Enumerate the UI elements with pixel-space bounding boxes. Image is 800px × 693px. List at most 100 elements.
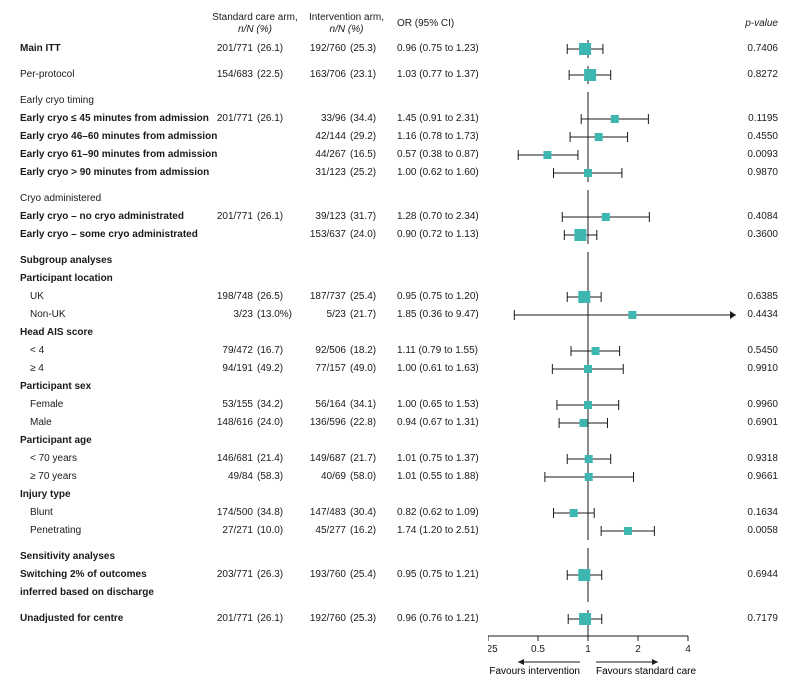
plot-cell	[488, 190, 738, 208]
int-pct: (34.1)	[348, 396, 393, 414]
std-n	[210, 164, 255, 182]
int-n: 33/96	[300, 110, 348, 128]
row-label: Early cryo ≤ 45 minutes from admission	[20, 110, 210, 128]
std-n: 201/771	[210, 40, 255, 58]
int-pct: (34.4)	[348, 110, 393, 128]
int-pct: (21.7)	[348, 306, 393, 324]
plot-cell	[488, 584, 738, 602]
std-pct: (34.2)	[255, 396, 300, 414]
or-ci: 1.11 (0.79 to 1.55)	[393, 342, 488, 360]
int-n: 44/267	[300, 146, 348, 164]
header-intervention: Intervention arm,n/N (%)	[300, 12, 393, 40]
std-pct: (26.1)	[255, 610, 300, 628]
section-label: Cryo administered	[20, 190, 488, 208]
plot-cell	[488, 450, 738, 468]
p-value: 0.0093	[738, 146, 778, 164]
std-n: 154/683	[210, 66, 255, 84]
int-n: 31/123	[300, 164, 348, 182]
row-label: < 70 years	[20, 450, 210, 468]
std-pct: (26.5)	[255, 288, 300, 306]
or-ci: 1.00 (0.62 to 1.60)	[393, 164, 488, 182]
p-value: 0.4550	[738, 128, 778, 146]
row-label: Early cryo 46–60 minutes from admission	[20, 128, 210, 146]
p-value: 0.5450	[738, 342, 778, 360]
int-n: 45/277	[300, 522, 348, 540]
int-n: 56/164	[300, 396, 348, 414]
p-value: 0.6385	[738, 288, 778, 306]
std-n: 201/771	[210, 110, 255, 128]
p-value: 0.9318	[738, 450, 778, 468]
or-ci: 0.96 (0.76 to 1.21)	[393, 610, 488, 628]
svg-text:Favours standard care: Favours standard care	[596, 666, 696, 677]
plot-cell	[488, 522, 738, 540]
std-n	[210, 128, 255, 146]
p-value: 0.7406	[738, 40, 778, 58]
int-n: 193/760	[300, 566, 348, 584]
int-n: 77/157	[300, 360, 348, 378]
or-ci: 0.95 (0.75 to 1.21)	[393, 566, 488, 584]
std-pct: (22.5)	[255, 66, 300, 84]
or-ci: 1.00 (0.65 to 1.53)	[393, 396, 488, 414]
header-or: OR (95% CI)	[393, 18, 488, 34]
std-n: 201/771	[210, 208, 255, 226]
plot-cell	[488, 342, 738, 360]
std-n	[210, 146, 255, 164]
row-label: Blunt	[20, 504, 210, 522]
int-n: 40/69	[300, 468, 348, 486]
plot-cell	[488, 208, 738, 226]
plot-cell	[488, 396, 738, 414]
int-n: 147/483	[300, 504, 348, 522]
plot-cell	[488, 226, 738, 244]
row-label: Early cryo > 90 minutes from admission	[20, 164, 210, 182]
std-pct	[255, 226, 300, 244]
plot-cell	[488, 288, 738, 306]
std-pct: (58.3)	[255, 468, 300, 486]
int-pct: (25.2)	[348, 164, 393, 182]
std-n: 53/155	[210, 396, 255, 414]
axis: 0.250.5124Favours interventionFavours st…	[488, 628, 738, 681]
p-value: 0.4434	[738, 306, 778, 324]
row-label: < 4	[20, 342, 210, 360]
or-ci: 1.28 (0.70 to 2.34)	[393, 208, 488, 226]
int-pct: (18.2)	[348, 342, 393, 360]
std-pct: (16.7)	[255, 342, 300, 360]
std-n: 198/748	[210, 288, 255, 306]
std-pct: (26.1)	[255, 40, 300, 58]
p-value: 0.1634	[738, 504, 778, 522]
or-ci: 1.85 (0.36 to 9.47)	[393, 306, 488, 324]
plot-cell	[488, 40, 738, 58]
or-ci: 0.57 (0.38 to 0.87)	[393, 146, 488, 164]
plot-cell	[488, 468, 738, 486]
svg-text:Favours intervention: Favours intervention	[489, 666, 580, 677]
p-value: 0.8272	[738, 66, 778, 84]
or-ci: 0.94 (0.67 to 1.31)	[393, 414, 488, 432]
std-pct: (26.1)	[255, 110, 300, 128]
plot-cell	[488, 110, 738, 128]
int-n: 39/123	[300, 208, 348, 226]
header-pvalue: p-value	[738, 18, 778, 34]
svg-text:1: 1	[585, 644, 591, 655]
plot-cell	[488, 252, 738, 270]
row-label: Penetrating	[20, 522, 210, 540]
int-n: 92/506	[300, 342, 348, 360]
int-pct: (25.3)	[348, 610, 393, 628]
or-ci: 1.16 (0.78 to 1.73)	[393, 128, 488, 146]
std-n: 94/191	[210, 360, 255, 378]
std-n: 27/271	[210, 522, 255, 540]
int-n: 149/687	[300, 450, 348, 468]
std-n: 79/472	[210, 342, 255, 360]
int-pct: (25.4)	[348, 566, 393, 584]
p-value: 0.1195	[738, 110, 778, 128]
p-value: 0.9661	[738, 468, 778, 486]
section-label: inferred based on discharge	[20, 584, 488, 602]
std-pct: (34.8)	[255, 504, 300, 522]
or-ci: 1.01 (0.75 to 1.37)	[393, 450, 488, 468]
section-label: Early cryo timing	[20, 92, 488, 110]
p-value: 0.9910	[738, 360, 778, 378]
svg-text:4: 4	[685, 644, 691, 655]
or-ci: 0.82 (0.62 to 1.09)	[393, 504, 488, 522]
svg-text:2: 2	[635, 644, 641, 655]
p-value: 0.3600	[738, 226, 778, 244]
plot-cell	[488, 66, 738, 84]
std-pct	[255, 146, 300, 164]
